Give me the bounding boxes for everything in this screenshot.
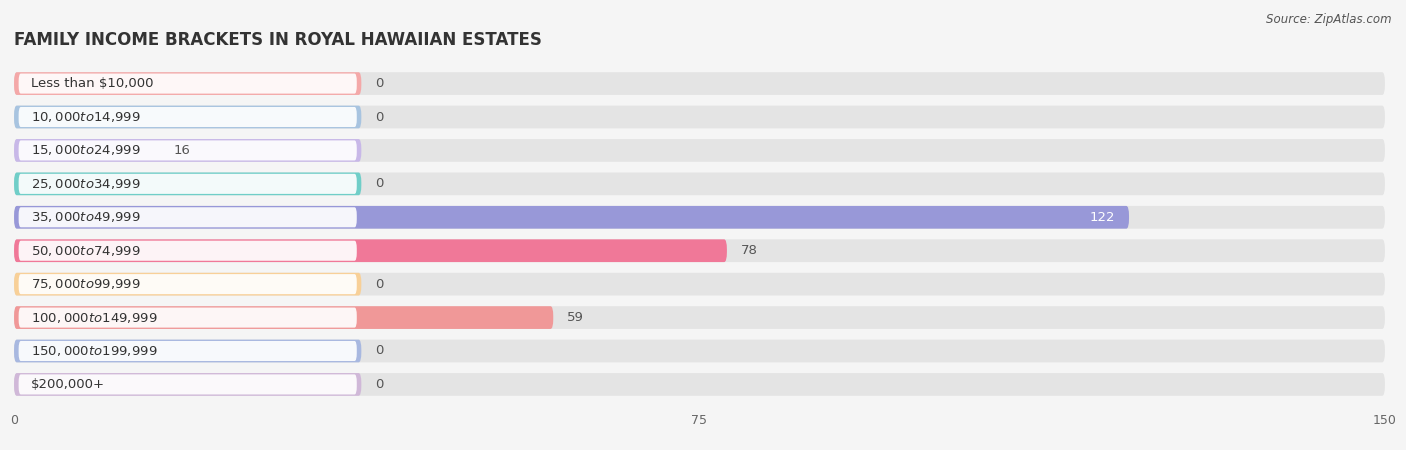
FancyBboxPatch shape [14,172,1385,195]
Text: $10,000 to $14,999: $10,000 to $14,999 [31,110,141,124]
FancyBboxPatch shape [14,373,361,396]
FancyBboxPatch shape [18,241,357,261]
Text: Source: ZipAtlas.com: Source: ZipAtlas.com [1267,14,1392,27]
FancyBboxPatch shape [14,340,361,362]
Text: 122: 122 [1090,211,1115,224]
FancyBboxPatch shape [14,373,1385,396]
Text: 0: 0 [375,111,384,123]
FancyBboxPatch shape [18,207,357,227]
Text: $150,000 to $199,999: $150,000 to $199,999 [31,344,157,358]
Text: 0: 0 [375,345,384,357]
Text: 0: 0 [375,177,384,190]
FancyBboxPatch shape [18,107,357,127]
FancyBboxPatch shape [18,174,357,194]
Text: 0: 0 [375,77,384,90]
Text: 78: 78 [741,244,758,257]
FancyBboxPatch shape [18,140,357,161]
Text: FAMILY INCOME BRACKETS IN ROYAL HAWAIIAN ESTATES: FAMILY INCOME BRACKETS IN ROYAL HAWAIIAN… [14,31,541,49]
FancyBboxPatch shape [14,306,554,329]
FancyBboxPatch shape [14,106,361,128]
Text: $200,000+: $200,000+ [31,378,104,391]
FancyBboxPatch shape [14,206,1129,229]
FancyBboxPatch shape [14,139,1385,162]
FancyBboxPatch shape [18,307,357,328]
FancyBboxPatch shape [14,106,1385,128]
FancyBboxPatch shape [18,274,357,294]
Text: $15,000 to $24,999: $15,000 to $24,999 [31,144,141,158]
FancyBboxPatch shape [18,73,357,94]
FancyBboxPatch shape [18,374,357,395]
Text: $75,000 to $99,999: $75,000 to $99,999 [31,277,141,291]
FancyBboxPatch shape [14,273,1385,296]
Text: 16: 16 [174,144,191,157]
Text: $35,000 to $49,999: $35,000 to $49,999 [31,210,141,224]
FancyBboxPatch shape [18,341,357,361]
Text: 0: 0 [375,378,384,391]
FancyBboxPatch shape [14,239,727,262]
Text: Less than $10,000: Less than $10,000 [31,77,153,90]
FancyBboxPatch shape [14,172,361,195]
FancyBboxPatch shape [14,273,361,296]
Text: $25,000 to $34,999: $25,000 to $34,999 [31,177,141,191]
Text: 59: 59 [567,311,583,324]
FancyBboxPatch shape [14,340,1385,362]
Text: 0: 0 [375,278,384,291]
FancyBboxPatch shape [14,139,361,162]
FancyBboxPatch shape [14,72,361,95]
FancyBboxPatch shape [14,72,1385,95]
FancyBboxPatch shape [14,306,1385,329]
FancyBboxPatch shape [14,206,1385,229]
FancyBboxPatch shape [14,239,1385,262]
Text: $50,000 to $74,999: $50,000 to $74,999 [31,244,141,258]
Text: $100,000 to $149,999: $100,000 to $149,999 [31,310,157,324]
